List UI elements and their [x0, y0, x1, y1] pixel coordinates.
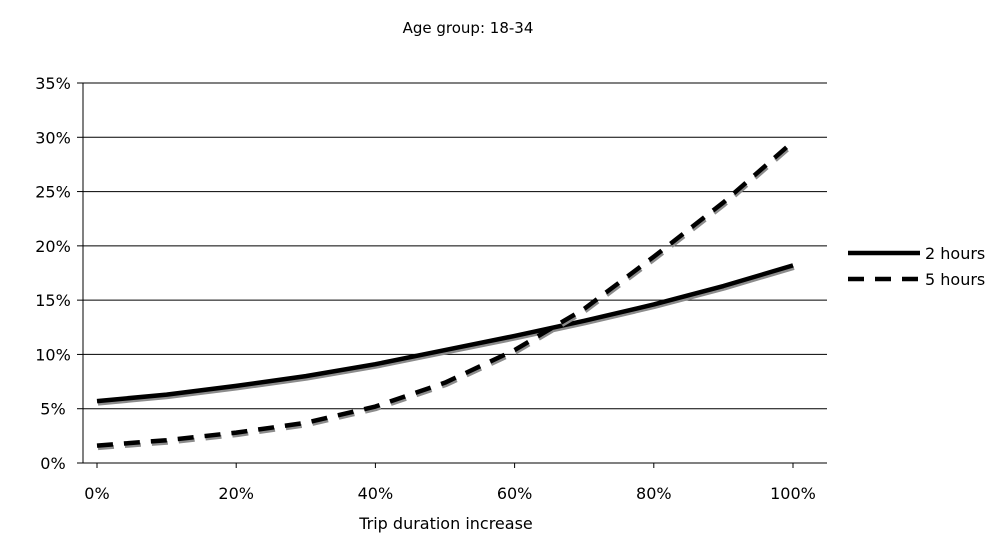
y-tick-label: 30% — [35, 128, 71, 147]
x-tick-label: 0% — [84, 484, 109, 503]
x-tick-label: 100% — [770, 484, 816, 503]
y-tick-label: 10% — [35, 345, 71, 364]
y-tick-label: 15% — [35, 291, 71, 310]
legend-label: 2 hours — [925, 244, 985, 263]
y-axis-ticks: 0% 5% 10% 15% 20% 25% 30% 35% — [35, 74, 71, 473]
x-axis-ticks: 0% 20% 40% 60% 80% 100% — [84, 484, 816, 503]
y-tick-label: 5% — [40, 400, 65, 419]
series-line-2-hours — [96, 263, 794, 404]
y-tick-label: 35% — [35, 74, 71, 93]
x-axis-label: Trip duration increase — [358, 514, 533, 533]
x-tick-label: 40% — [358, 484, 394, 503]
y-tick-label: 25% — [35, 183, 71, 202]
x-tick-label: 80% — [636, 484, 672, 503]
legend-label: 5 hours — [925, 270, 985, 289]
chart-title: Age group: 18-34 — [403, 19, 534, 37]
x-tick-label: 60% — [497, 484, 533, 503]
x-tick-label: 20% — [218, 484, 254, 503]
legend: 2 hours 5 hours — [848, 244, 985, 289]
axes — [77, 82, 827, 468]
y-tick-label: 20% — [35, 237, 71, 256]
series-shadow-0 — [97, 265, 795, 406]
series-line-5-hours — [96, 139, 795, 448]
y-tick-label: 0% — [40, 454, 65, 473]
series-lines — [96, 139, 796, 451]
gridlines — [83, 82, 827, 410]
series-shadow-1 — [97, 142, 796, 451]
